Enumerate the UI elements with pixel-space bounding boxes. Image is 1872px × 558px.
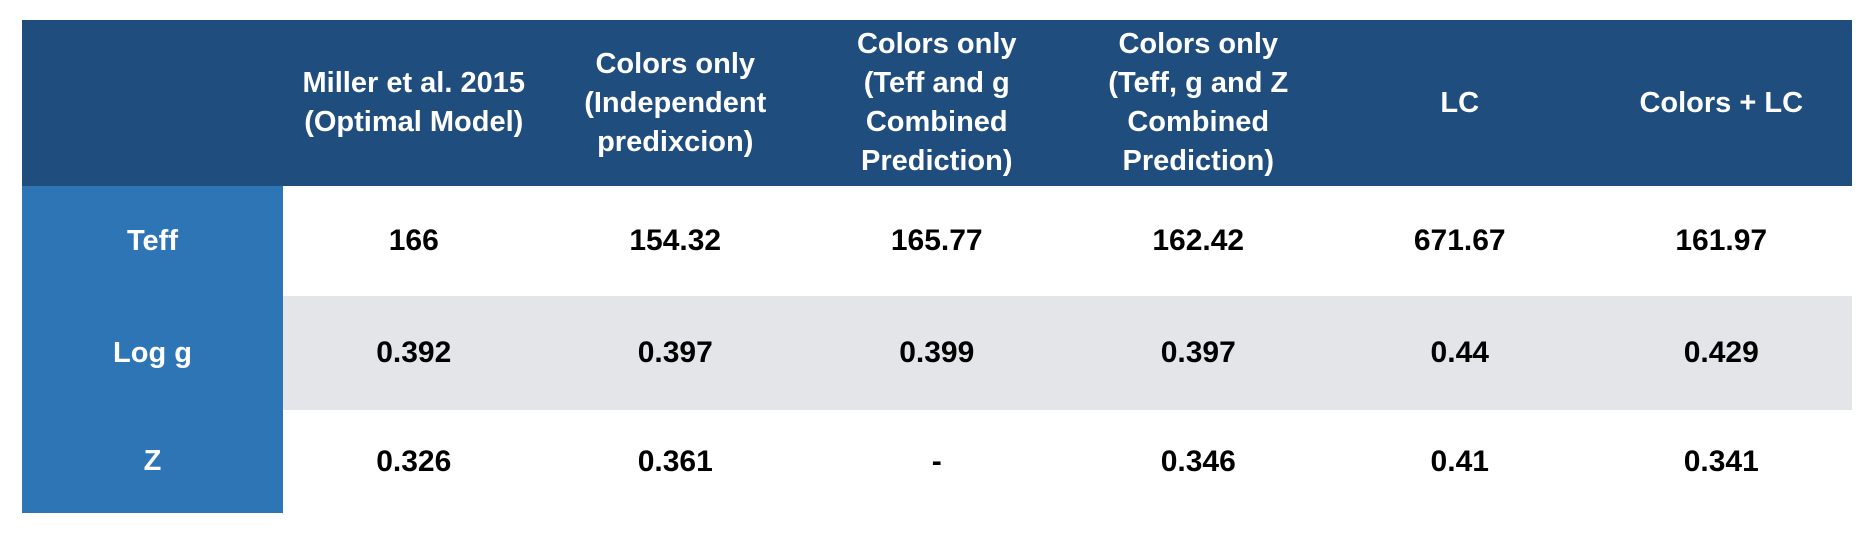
- table-cell: 0.392: [283, 296, 545, 410]
- column-header-line: (Teff and g: [863, 67, 1010, 99]
- column-header-line: LC: [1440, 86, 1480, 119]
- column-header-line: (Teff, g and Z: [1108, 67, 1289, 99]
- table-cell: 154.32: [544, 186, 806, 296]
- column-header-miller-2015: Miller et al. 2015 (Optimal Model): [283, 20, 545, 186]
- column-header-line: (Optimal Model): [304, 106, 524, 138]
- table-cell: 162.42: [1067, 186, 1329, 296]
- column-header-colors-independent: Colors only (Independent predixcion): [544, 20, 806, 186]
- table-row-log-g: Log g 0.392 0.397 0.399 0.397 0.44 0.429: [22, 296, 1852, 410]
- column-header-line: Prediction): [861, 145, 1013, 177]
- column-header-line: (Independent: [584, 86, 767, 119]
- table-cell: 0.326: [283, 410, 545, 513]
- header-row: Miller et al. 2015 (Optimal Model) Color…: [22, 20, 1852, 186]
- column-header-line: Prediction): [1122, 145, 1274, 177]
- column-header-line: Combined: [1127, 106, 1270, 138]
- table-cell: -: [806, 410, 1068, 513]
- table-cell: 671.67: [1329, 186, 1591, 296]
- column-header-lc: LC: [1329, 20, 1591, 186]
- table-cell: 0.397: [1067, 296, 1329, 410]
- row-label-teff: Teff: [22, 186, 283, 296]
- table-cell: 0.429: [1590, 296, 1852, 410]
- table-cell: 165.77: [806, 186, 1068, 296]
- column-header-line: Colors only: [595, 47, 755, 80]
- column-header-colors-plus-lc: Colors + LC: [1590, 20, 1852, 186]
- table-cell: 0.399: [806, 296, 1068, 410]
- table-cell: 166: [283, 186, 545, 296]
- column-header-line: Colors only: [1118, 28, 1278, 60]
- column-header-line: Colors + LC: [1639, 86, 1804, 119]
- table-cell: 0.44: [1329, 296, 1591, 410]
- table-cell: 0.346: [1067, 410, 1329, 513]
- table-cell: 0.397: [544, 296, 806, 410]
- row-label-z: Z: [22, 410, 283, 513]
- column-header-line: predixcion): [597, 125, 754, 158]
- table-cell: 0.361: [544, 410, 806, 513]
- table-cell: 0.341: [1590, 410, 1852, 513]
- table-cell: 161.97: [1590, 186, 1852, 296]
- table-row-teff: Teff 166 154.32 165.77 162.42 671.67 161…: [22, 186, 1852, 296]
- row-label-log-g: Log g: [22, 296, 283, 410]
- results-table-container: Miller et al. 2015 (Optimal Model) Color…: [22, 20, 1852, 513]
- corner-header-cell: [22, 20, 283, 186]
- column-header-colors-teff-g-z: Colors only (Teff, g and Z Combined Pred…: [1067, 20, 1329, 186]
- column-header-line: Combined: [865, 106, 1008, 138]
- results-table: Miller et al. 2015 (Optimal Model) Color…: [22, 20, 1852, 513]
- table-row-z: Z 0.326 0.361 - 0.346 0.41 0.341: [22, 410, 1852, 513]
- column-header-line: Miller et al. 2015: [302, 67, 525, 99]
- column-header-colors-teff-g: Colors only (Teff and g Combined Predict…: [806, 20, 1068, 186]
- table-cell: 0.41: [1329, 410, 1591, 513]
- column-header-line: Colors only: [856, 28, 1017, 60]
